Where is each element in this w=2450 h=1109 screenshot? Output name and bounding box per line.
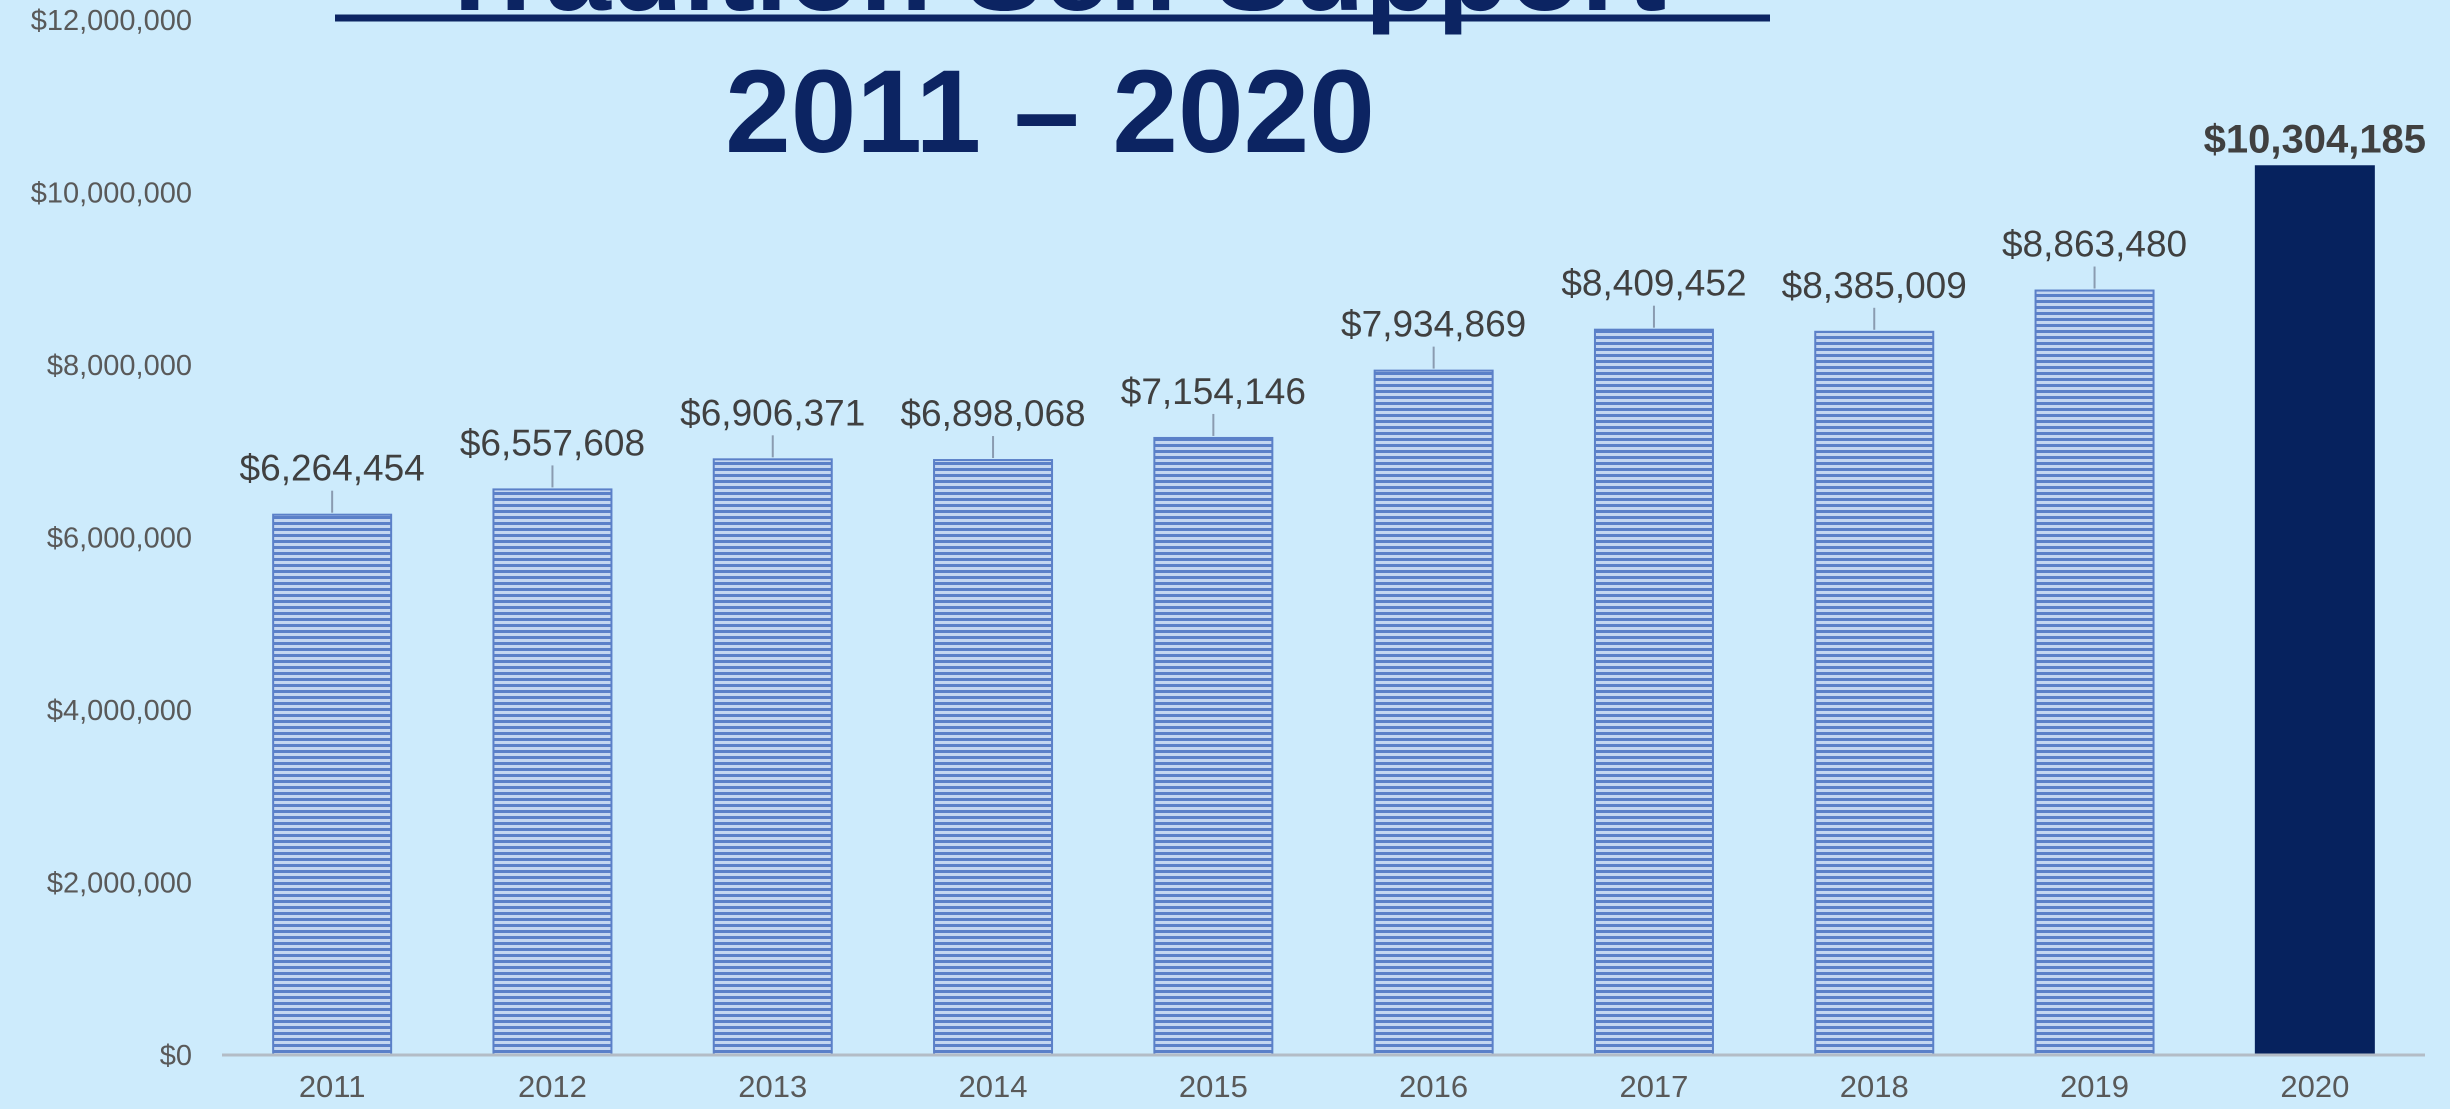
x-tick-label: 2017 [1619, 1069, 1688, 1104]
data-label: $6,264,454 [240, 448, 425, 489]
x-tick-label: 2019 [2060, 1069, 2129, 1104]
x-tick-label: 2012 [518, 1069, 587, 1104]
bar-2012 [492, 488, 613, 1056]
y-tick-label: $8,000,000 [47, 350, 192, 382]
plot-area: $0 $2,000,000 $4,000,000 $6,000,000 $8,000,0… [31, 5, 2426, 1104]
bar-2020 [2254, 165, 2375, 1056]
chart-title-line2: 2011 – 2020 [725, 46, 1375, 178]
bar-2014 [933, 459, 1054, 1056]
data-label: $7,934,869 [1341, 304, 1526, 345]
x-tick-label: 2011 [299, 1069, 366, 1104]
bar-2013 [712, 458, 833, 1056]
x-tick-label: 2013 [738, 1069, 807, 1104]
x-tick-label: 2020 [2280, 1069, 2349, 1104]
x-tick-label: 2015 [1179, 1069, 1248, 1104]
y-tick-label: $12,000,000 [31, 5, 192, 37]
data-label: $10,304,185 [2204, 117, 2426, 161]
bar-2018 [1814, 330, 1935, 1056]
x-tick-label: 2016 [1399, 1069, 1468, 1104]
y-tick-label: $6,000,000 [47, 523, 192, 555]
bar-2015 [1153, 436, 1274, 1056]
bar-2011 [272, 513, 393, 1056]
data-label: $6,906,371 [680, 392, 865, 433]
data-label: $8,409,452 [1561, 263, 1746, 304]
y-tick-label: $2,000,000 [47, 868, 192, 900]
bar-2019 [2034, 289, 2155, 1056]
bar-2017 [1593, 328, 1714, 1056]
y-tick-label: $0 [160, 1040, 192, 1072]
x-tick-label: 2018 [1840, 1069, 1909, 1104]
data-label: $8,863,480 [2002, 224, 2187, 265]
bar-2016 [1373, 369, 1494, 1056]
data-label: $7,154,146 [1121, 371, 1306, 412]
data-label: $6,898,068 [900, 393, 1085, 434]
data-label: $6,557,608 [460, 422, 645, 463]
x-tick-label: 2014 [959, 1069, 1028, 1104]
y-tick-label: $4,000,000 [47, 695, 192, 727]
data-label: $8,385,009 [1782, 265, 1967, 306]
y-tick-label: $10,000,000 [31, 178, 192, 210]
